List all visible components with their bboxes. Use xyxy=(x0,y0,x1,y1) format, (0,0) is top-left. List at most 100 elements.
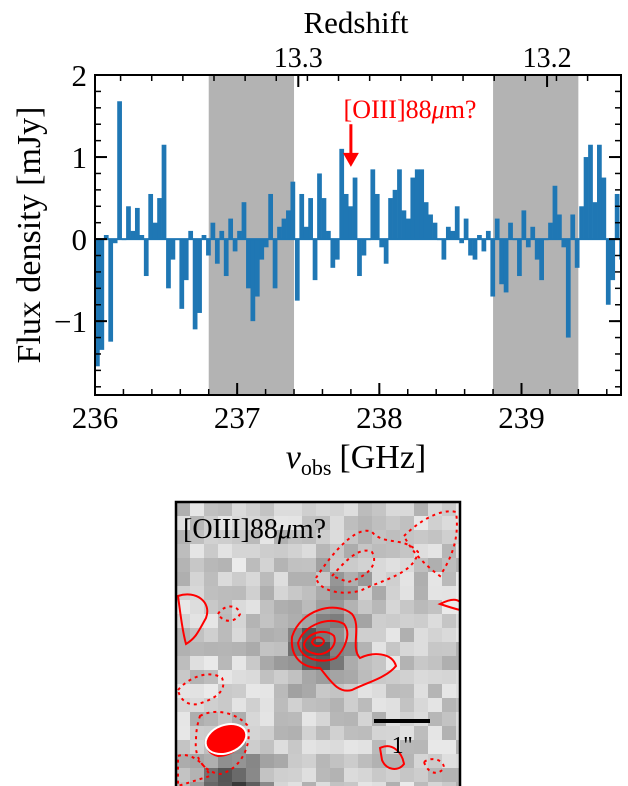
map-pixel xyxy=(386,502,401,517)
map-pixel xyxy=(176,768,191,783)
flux-bar xyxy=(339,148,345,240)
contours-negative xyxy=(176,510,458,786)
map-pixel xyxy=(288,544,303,559)
map-pixel xyxy=(400,740,415,755)
map-pixel xyxy=(232,614,247,629)
x-tick-label: 239 xyxy=(498,400,545,435)
map-pixel xyxy=(288,558,303,573)
map-pixel xyxy=(442,516,457,531)
map-pixel xyxy=(176,656,191,671)
map-pixel xyxy=(316,740,331,755)
map-pixel xyxy=(344,768,359,783)
flux-bar xyxy=(379,239,385,248)
map-pixel xyxy=(372,726,387,741)
flux-bar xyxy=(170,239,176,260)
map-pixel xyxy=(246,628,261,643)
map-pixel xyxy=(232,768,247,783)
flux-bar xyxy=(459,239,465,244)
flux-bar xyxy=(95,239,100,367)
map-pixel xyxy=(358,712,373,727)
contour-solid-lowright xyxy=(378,745,406,770)
flux-bar xyxy=(232,239,238,252)
flux-bar xyxy=(308,198,313,240)
map-pixel xyxy=(246,544,261,559)
map-pixel xyxy=(302,600,317,615)
map-pixel xyxy=(386,768,401,783)
map-pixel xyxy=(344,726,359,741)
map-pixel xyxy=(218,586,233,601)
map-pixel xyxy=(456,768,460,783)
flux-bar xyxy=(490,239,496,297)
map-pixel xyxy=(400,642,415,657)
flux-bar xyxy=(259,239,265,260)
map-pixel xyxy=(246,600,261,615)
map-pixel xyxy=(344,502,359,517)
map-pixel xyxy=(302,684,317,699)
flux-bar xyxy=(228,218,234,240)
contour-dotted-top-inner xyxy=(330,549,375,584)
map-pixel xyxy=(400,628,415,643)
flux-bar xyxy=(139,235,145,240)
flux-bar xyxy=(565,239,571,338)
map-pixel xyxy=(386,628,401,643)
flux-bar xyxy=(241,202,247,240)
map-pixel xyxy=(442,684,457,699)
map-pixel xyxy=(246,670,261,685)
map-pixel xyxy=(204,670,219,685)
map-pixel xyxy=(274,642,289,657)
map-pixel xyxy=(344,712,359,727)
flux-bar xyxy=(392,189,398,240)
map-pixel xyxy=(246,572,261,587)
map-pixel xyxy=(428,782,443,786)
map-pixel xyxy=(358,698,373,713)
map-pixel xyxy=(246,530,261,545)
map-pixel xyxy=(190,530,205,545)
flux-bar xyxy=(370,169,376,240)
map-pixel xyxy=(330,712,345,727)
flux-bar xyxy=(414,169,420,240)
x-tick-label: 237 xyxy=(214,400,261,435)
map-pixel xyxy=(414,600,429,615)
flux-bar xyxy=(397,169,402,240)
map-pixel xyxy=(386,572,401,587)
flux-bar xyxy=(477,235,482,240)
map-pixel xyxy=(274,572,289,587)
map-pixel xyxy=(232,628,247,643)
map-pixel xyxy=(442,698,457,713)
map-pixel xyxy=(414,544,429,559)
map-pixel xyxy=(400,544,415,559)
flux-bar xyxy=(499,239,505,285)
map-pixel xyxy=(414,614,429,629)
map-pixel xyxy=(344,670,359,685)
flux-bar xyxy=(343,193,349,240)
map-pixel xyxy=(386,586,401,601)
flux-bar xyxy=(179,239,185,309)
map-pixel xyxy=(288,782,303,786)
map-pixel xyxy=(386,754,401,769)
map-pixel xyxy=(190,768,205,783)
map-pixel xyxy=(386,642,401,657)
map-pixel xyxy=(344,698,359,713)
contour-solid-left xyxy=(176,593,209,646)
map-pixel xyxy=(358,558,373,573)
flux-bar xyxy=(579,206,584,240)
map-pixel xyxy=(190,516,205,531)
image-label: [OIII]88μm? xyxy=(183,514,326,545)
map-pixel xyxy=(456,740,460,755)
map-pixel xyxy=(372,558,387,573)
contour-dotted-small xyxy=(216,605,242,622)
map-pixel xyxy=(176,712,191,727)
map-pixel xyxy=(372,754,387,769)
flux-bar xyxy=(157,198,162,240)
annotation-label: [OIII]88μm? xyxy=(344,95,477,124)
flux-bar xyxy=(485,230,491,240)
map-pixel xyxy=(456,600,460,615)
map-pixel xyxy=(456,558,460,573)
map-pixel xyxy=(386,698,401,713)
map-pixel xyxy=(218,558,233,573)
map-pixel xyxy=(232,782,247,786)
map-pixel xyxy=(260,712,275,727)
map-pixel xyxy=(218,628,233,643)
map-pixel xyxy=(302,698,317,713)
map-pixel xyxy=(260,600,275,615)
